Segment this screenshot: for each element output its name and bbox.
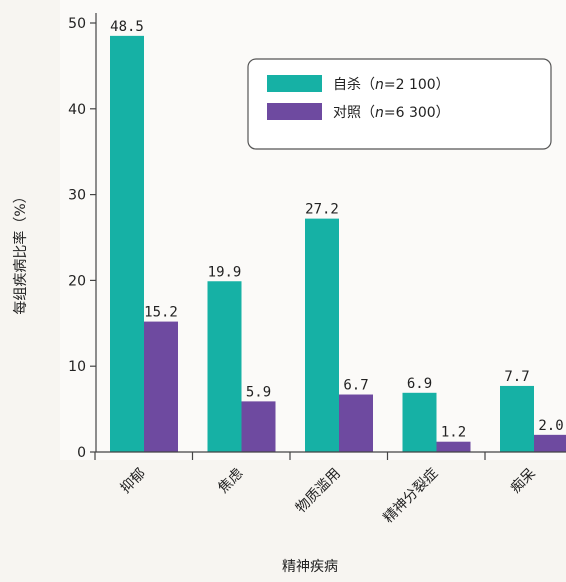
y-axis-title: 每组疾病比率（%）: [12, 189, 29, 314]
y-tick-label: 40: [68, 102, 86, 118]
x-tick-label: 焦虑: [215, 466, 246, 497]
bar-suicide-1: [207, 281, 242, 452]
x-tick-label: 精神分裂症: [381, 466, 442, 527]
legend-label: 对照（n=6 300）: [333, 105, 450, 121]
bar-suicide-2: [305, 218, 339, 452]
bar-suicide-3: [402, 392, 437, 452]
y-tick-label: 10: [68, 359, 86, 375]
data-label: 15.2: [144, 305, 178, 321]
legend-swatch: [267, 75, 322, 92]
legend: 自杀（n=2 100） 对照（n=6 300）: [247, 58, 552, 150]
data-label: 5.9: [246, 384, 271, 400]
x-axis-title: 精神疾病: [282, 559, 338, 575]
data-label: 7.7: [504, 369, 529, 385]
legend-label: 自杀（n=2 100）: [333, 77, 450, 93]
legend-box: [247, 58, 552, 150]
x-tick-label: 抑郁: [118, 466, 149, 497]
data-label: 48.5: [110, 19, 144, 35]
x-tick-label: 物质滥用: [293, 466, 344, 517]
data-label: 1.2: [441, 425, 466, 441]
data-label: 27.2: [305, 202, 339, 218]
y-tick-label: 20: [68, 273, 86, 289]
bar-control-4: [534, 434, 566, 452]
bar-control-1: [241, 401, 276, 452]
y-tick-label: 50: [68, 16, 86, 32]
bar-suicide-0: [110, 35, 144, 453]
data-label: 6.7: [343, 378, 368, 394]
bar-control-0: [144, 321, 178, 452]
legend-swatch: [267, 103, 322, 120]
data-label: 19.9: [208, 264, 242, 280]
y-tick-label: 0: [77, 445, 86, 461]
bars-layer: [110, 35, 566, 453]
x-tick-label: 痴呆: [508, 466, 539, 497]
y-tick-label: 30: [68, 188, 86, 204]
bar-suicide-4: [500, 385, 534, 452]
data-label: 2.0: [538, 418, 563, 434]
data-label: 6.9: [407, 376, 432, 392]
bar-control-2: [339, 394, 373, 452]
bar-control-3: [436, 441, 471, 452]
labels-layer: 48.5 15.2 19.9 5.9 27.2 6.7 6.9 1.2 7.7 2.0: [110, 19, 564, 441]
